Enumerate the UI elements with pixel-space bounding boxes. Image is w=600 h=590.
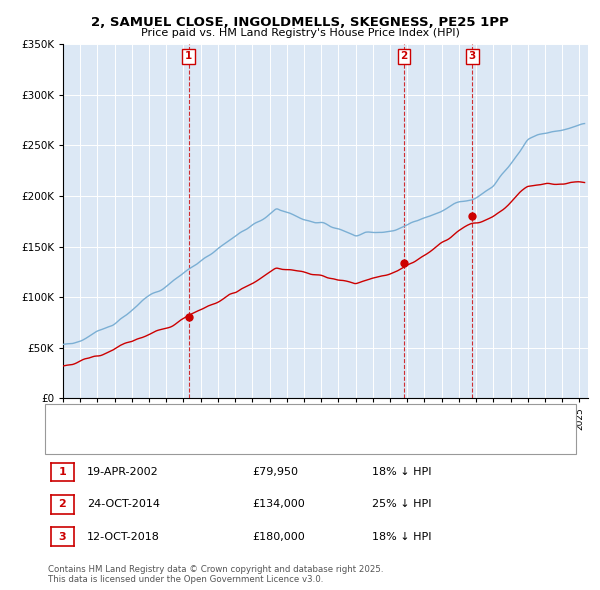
Text: Price paid vs. HM Land Registry's House Price Index (HPI): Price paid vs. HM Land Registry's House …: [140, 28, 460, 38]
Text: 3: 3: [59, 532, 66, 542]
Text: Contains HM Land Registry data © Crown copyright and database right 2025.: Contains HM Land Registry data © Crown c…: [48, 565, 383, 574]
Text: £79,950: £79,950: [252, 467, 298, 477]
Text: 2, SAMUEL CLOSE, INGOLDMELLS, SKEGNESS, PE25 1PP: 2, SAMUEL CLOSE, INGOLDMELLS, SKEGNESS, …: [91, 16, 509, 29]
Text: 2, SAMUEL CLOSE, INGOLDMELLS, SKEGNESS, PE25 1PP (detached house): 2, SAMUEL CLOSE, INGOLDMELLS, SKEGNESS, …: [96, 414, 466, 424]
Text: This data is licensed under the Open Government Licence v3.0.: This data is licensed under the Open Gov…: [48, 575, 323, 584]
Text: 3: 3: [469, 51, 476, 61]
Text: 19-APR-2002: 19-APR-2002: [87, 467, 159, 477]
Text: 18% ↓ HPI: 18% ↓ HPI: [372, 532, 431, 542]
Text: 1: 1: [59, 467, 66, 477]
Text: £134,000: £134,000: [252, 500, 305, 509]
Text: 2: 2: [59, 500, 66, 509]
Text: 24-OCT-2014: 24-OCT-2014: [87, 500, 160, 509]
Text: 12-OCT-2018: 12-OCT-2018: [87, 532, 160, 542]
Text: 18% ↓ HPI: 18% ↓ HPI: [372, 467, 431, 477]
Text: 1: 1: [185, 51, 192, 61]
Text: £180,000: £180,000: [252, 532, 305, 542]
Text: HPI: Average price, detached house, East Lindsey: HPI: Average price, detached house, East…: [96, 434, 343, 443]
Text: 25% ↓ HPI: 25% ↓ HPI: [372, 500, 431, 509]
Text: 2: 2: [400, 51, 407, 61]
